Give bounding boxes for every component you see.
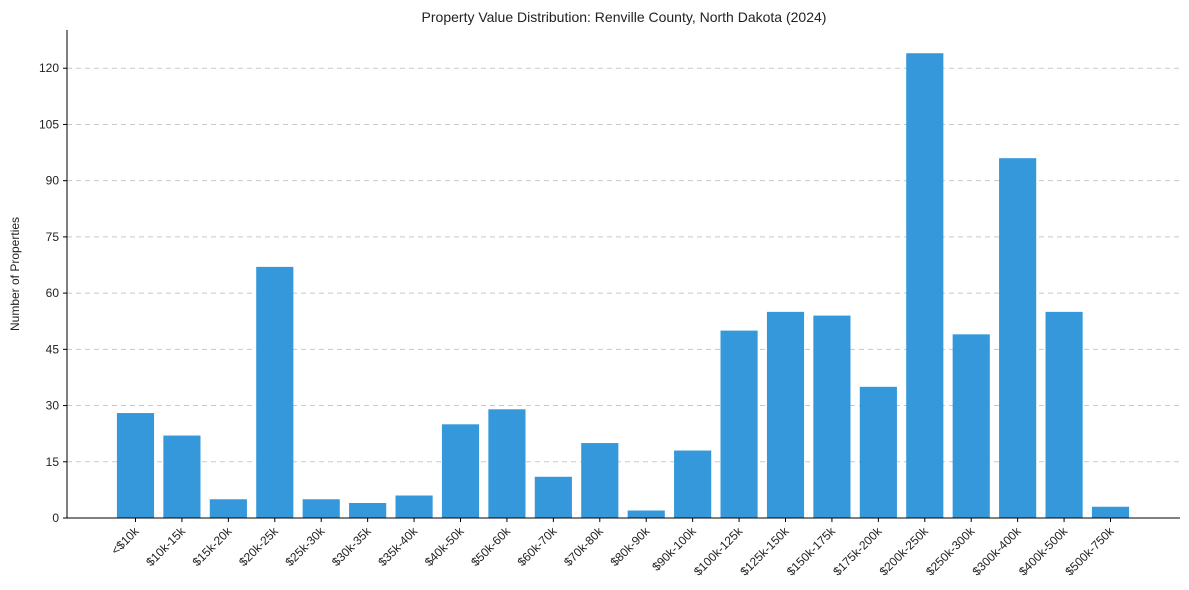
bar-13 xyxy=(720,330,758,518)
bar-12 xyxy=(674,450,712,518)
bar-1 xyxy=(163,435,201,518)
bar-10 xyxy=(581,443,619,518)
x-tick-label-4: $25k-30k xyxy=(283,524,329,570)
y-ticks: 0 15 30 45 60 75 90 105 120 xyxy=(39,61,67,525)
x-tick-label-7: $40k-50k xyxy=(422,524,468,570)
y-tick-label-60: 60 xyxy=(46,286,60,300)
x-tick-label-6: $35k-40k xyxy=(375,524,421,570)
x-ticks: <$10k $10k-15k $15k-20k $20k-25k $25k-30k $30… xyxy=(108,518,1117,578)
y-tick-label-120: 120 xyxy=(39,61,59,75)
y-tick-label-15: 15 xyxy=(46,455,60,469)
chart-title: Property Value Distribution: Renville Co… xyxy=(422,9,827,25)
y-axis-label: Number of Properties xyxy=(8,217,22,331)
bar-0 xyxy=(116,413,155,518)
bar-21 xyxy=(1091,506,1130,518)
x-tick-label-21: $500k-750k xyxy=(1062,524,1117,579)
y-tick-label-0: 0 xyxy=(52,511,59,525)
x-tick-label-3: $20k-25k xyxy=(236,524,282,570)
x-tick-label-8: $50k-60k xyxy=(468,524,514,570)
bar-3 xyxy=(256,266,294,518)
bar-20 xyxy=(1045,311,1083,518)
y-tick-label-90: 90 xyxy=(46,174,60,188)
bar-7 xyxy=(441,424,480,518)
bar-19 xyxy=(999,158,1037,518)
bar-6 xyxy=(395,495,433,518)
bar-5 xyxy=(349,503,387,518)
x-tick-label-1: $10k-15k xyxy=(143,524,189,570)
bar-8 xyxy=(488,409,526,518)
y-tick-label-105: 105 xyxy=(39,117,59,131)
x-tick-label-5: $30k-35k xyxy=(329,524,375,570)
y-tick-label-45: 45 xyxy=(46,342,60,356)
x-tick-label-11: $80k-90k xyxy=(608,524,654,570)
x-tick-label-9: $60k-70k xyxy=(515,524,561,570)
x-tick-label-2: $15k-20k xyxy=(190,524,236,570)
bar-17 xyxy=(906,53,944,518)
bar-2 xyxy=(209,499,247,518)
bar-11 xyxy=(627,510,665,518)
bar-4 xyxy=(302,499,340,518)
bar-9 xyxy=(534,476,572,518)
bar-16 xyxy=(859,386,897,518)
axes xyxy=(66,30,1180,519)
bar-18 xyxy=(952,334,990,518)
x-tick-label-10: $70k-80k xyxy=(561,524,607,570)
y-tick-label-30: 30 xyxy=(46,399,60,413)
bar-14 xyxy=(766,311,805,518)
bars xyxy=(116,53,1130,518)
y-tick-label-75: 75 xyxy=(46,230,60,244)
gridlines xyxy=(67,67,1180,463)
x-tick-label-0: <$10k xyxy=(108,524,142,558)
bar-15 xyxy=(813,315,851,518)
